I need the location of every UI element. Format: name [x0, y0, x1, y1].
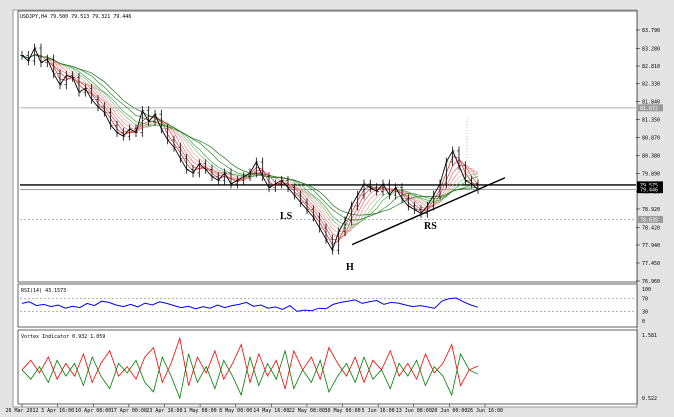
rsi-level-0-label: 0 — [642, 319, 645, 325]
time-tick-label: 8 May 00:00 — [219, 408, 252, 414]
price-tick-label: 78.420 — [642, 225, 660, 231]
time-tick-label: 26 Mar 2012 — [5, 408, 38, 414]
time-tick-label: 22 May 08:00 — [289, 408, 325, 414]
price-tag-box — [637, 181, 663, 189]
rsi-panel-frame — [17, 283, 638, 328]
vortex-panel-frame — [17, 329, 638, 405]
pattern-label-right-shoulder: RS — [424, 221, 437, 232]
rsi-title: RSI(14) 43.1573 — [21, 288, 66, 294]
price-tick-label: 80.380 — [642, 153, 660, 159]
price-tick-label: 80.870 — [642, 135, 660, 141]
time-tick-label: 17 Apr 00:00 — [111, 408, 147, 414]
chart-title: USDJPY,H4 79.500 79.513 79.321 79.446 — [20, 14, 131, 20]
price-tag-label: 81.672 — [640, 106, 658, 112]
price-tick-label: 83.790 — [642, 28, 660, 34]
price-tick-label: 82.810 — [642, 64, 660, 70]
price-tag-label: 79.575 — [640, 183, 658, 189]
rsi-line — [21, 297, 479, 312]
vortex-panel: Vortex Indicator 0.932 1.059 1.581 0.522 — [17, 329, 657, 405]
price-line — [21, 46, 479, 252]
price-tag-label: 78.635 — [640, 217, 658, 223]
time-tick-label: 3 Apr 16:00 — [41, 408, 74, 414]
time-tick-label: 26 Jun 16:00 — [467, 408, 503, 414]
pattern-label-left-shoulder: LS — [280, 211, 293, 222]
time-tick-label: 30 May 00:00 — [324, 408, 360, 414]
rsi-level-70-label: 70 — [642, 297, 648, 303]
time-tick-label: 20 Jun 00:00 — [431, 408, 467, 414]
price-tick-label: 76.960 — [642, 279, 660, 285]
time-tick-label: 14 May 16:00 — [253, 408, 289, 414]
time-tick-label: 5 Jun 16:00 — [362, 408, 395, 414]
rsi-panel: RSI(14) 43.1573 100 70 30 0 — [17, 283, 651, 328]
time-tick-label: 13 Jun 08:00 — [396, 408, 432, 414]
price-tick-label: 77.450 — [642, 261, 660, 267]
price-tick-label: 79.890 — [642, 171, 660, 177]
vortex-title: Vortex Indicator 0.932 1.059 — [21, 334, 105, 340]
price-tick-label: 78.920 — [642, 207, 660, 213]
rsi-level-30-label: 30 — [642, 309, 648, 315]
price-tag-label: 79.446 — [640, 188, 658, 194]
price-tick-label: 77.940 — [642, 243, 660, 249]
time-tick-label: 23 Apr 16:00 — [146, 408, 182, 414]
rsi-level-100-label: 100 — [642, 287, 651, 293]
price-tag-box — [637, 104, 663, 112]
price-tick-label: 82.330 — [642, 82, 660, 88]
vortex-level-max-label: 1.581 — [642, 333, 657, 339]
price-tick-label: 83.280 — [642, 47, 660, 53]
uptrend-line — [351, 177, 506, 246]
pattern-label-head: H — [346, 262, 354, 273]
price-panel: USDJPY,H4 79.500 79.513 79.321 79.446 83… — [17, 10, 663, 285]
vortex-green-line — [21, 349, 479, 400]
time-tick-label: 10 Apr 08:00 — [75, 408, 111, 414]
vortex-level-min-label: 0.522 — [642, 396, 657, 402]
price-tag-box — [637, 215, 663, 223]
time-tick-label: 1 May 08:00 — [184, 408, 217, 414]
price-tick-label: 81.350 — [642, 118, 660, 124]
price-tick-label: 81.840 — [642, 100, 660, 106]
price-tag-box — [637, 186, 663, 194]
